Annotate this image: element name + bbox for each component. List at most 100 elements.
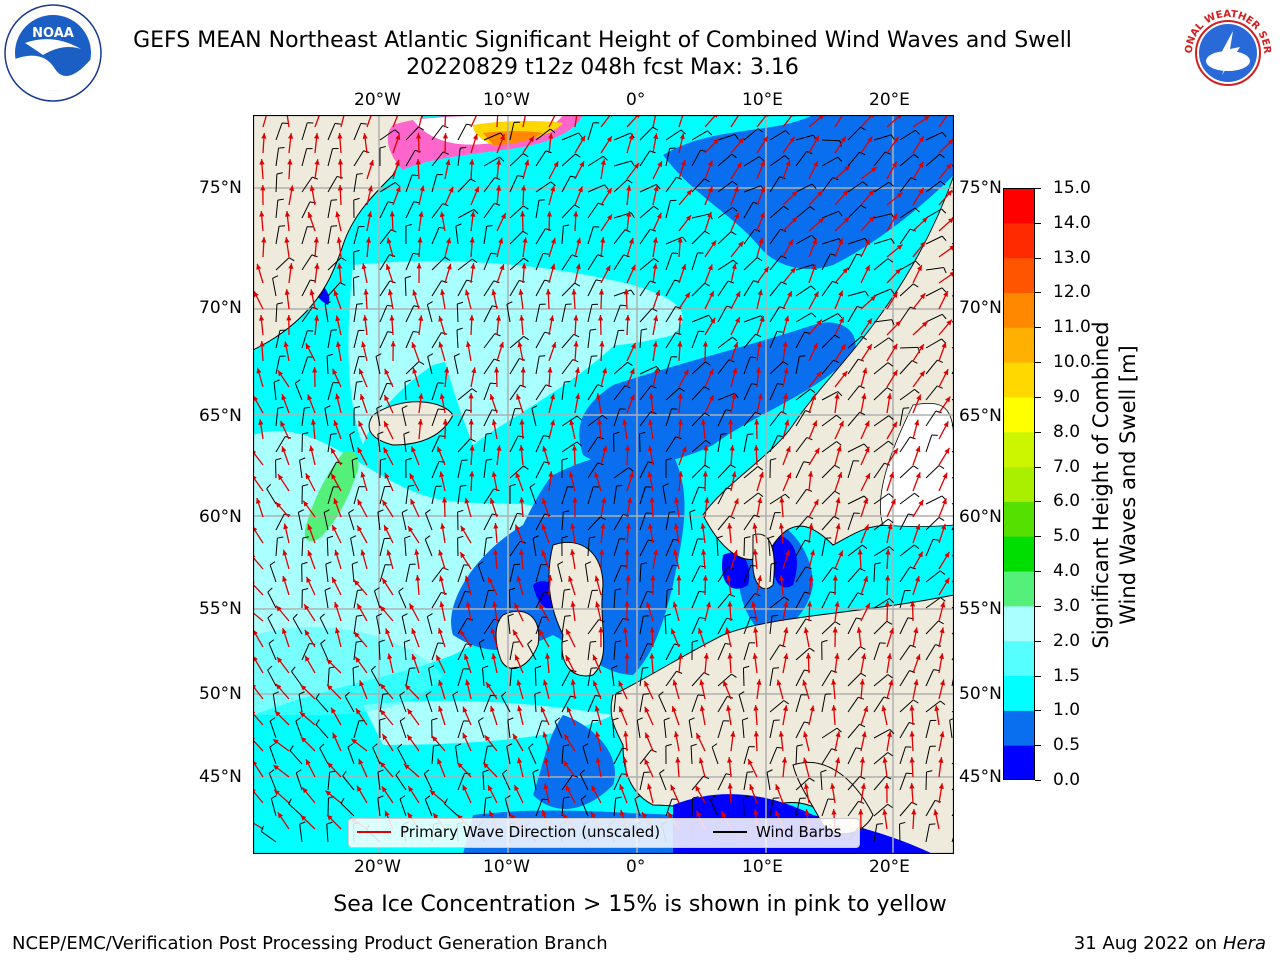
wave-direction-arrowhead: [566, 706, 572, 713]
wind-barb-flag: [890, 238, 895, 244]
wind-barb: [769, 720, 775, 739]
wind-barb-flag: [732, 180, 738, 186]
wind-barb: [899, 670, 910, 687]
wind-barb-flag: [836, 441, 842, 446]
wave-direction-arrowhead: [471, 367, 477, 374]
wave-direction-arrowhead: [753, 445, 759, 451]
wave-direction-arrowhead: [748, 759, 753, 766]
wind-barb: [743, 156, 760, 167]
wind-barb: [275, 148, 280, 167]
wind-barb-flag: [399, 691, 405, 696]
wave-direction-arrowhead: [277, 656, 283, 663]
wind-barb-flag: [344, 691, 350, 697]
wind-barb-flag: [431, 717, 438, 721]
wind-barb-flag: [776, 746, 783, 749]
wind-barb: [847, 617, 857, 635]
wind-barb-flag: [486, 458, 493, 461]
wind-barb-flag: [424, 795, 431, 800]
wind-barb: [613, 538, 620, 557]
wind-barb-flag: [888, 415, 894, 420]
wave-direction-arrowhead: [677, 653, 683, 659]
wind-barb-flag: [404, 379, 411, 383]
wind-barb: [483, 226, 488, 245]
wind-barb-flag: [516, 512, 523, 515]
wind-barb-flag: [941, 208, 947, 214]
wind-barb: [743, 257, 758, 271]
wind-barb-flag: [301, 561, 308, 565]
wind-barb-flag: [833, 359, 840, 364]
wave-direction-arrowhead: [623, 731, 629, 737]
wind-barb: [327, 330, 332, 349]
wind-barb-flag: [862, 544, 868, 550]
wave-direction-arrowhead: [438, 705, 444, 712]
wind-barb: [457, 178, 471, 193]
wind-barb-flag: [376, 405, 383, 409]
wind-barb-flag: [424, 535, 431, 540]
wind-barb: [665, 148, 671, 167]
wave-direction-arrowhead: [599, 549, 605, 555]
wave-direction-arrowhead: [300, 736, 307, 743]
wind-barb-flag: [943, 267, 947, 274]
wind-barb: [272, 694, 277, 713]
wind-barb: [769, 596, 785, 609]
wind-barb: [405, 361, 420, 375]
wind-barb: [613, 229, 626, 245]
wave-direction-arrowhead: [326, 659, 333, 665]
wave-direction-arrowhead: [575, 393, 581, 400]
wave-direction-arrowhead: [521, 263, 527, 269]
wind-barb: [795, 331, 805, 349]
wind-barb: [873, 213, 892, 219]
wave-direction-arrowhead: [258, 315, 265, 321]
wind-barb: [925, 620, 939, 635]
wind-barb: [795, 461, 805, 479]
wind-barb: [743, 185, 762, 193]
wave-direction-arrowhead: [550, 263, 556, 270]
lon-label-bottom-20e: 20°E: [869, 857, 910, 877]
wind-barb: [478, 642, 485, 661]
wave-direction-arrowhead: [885, 549, 891, 555]
wind-barb: [795, 388, 811, 401]
wind-barb: [925, 208, 942, 219]
wind-barb-flag: [268, 769, 275, 774]
wind-barb: [535, 720, 543, 739]
wave-direction-arrowhead: [367, 185, 373, 192]
wind-barb: [535, 228, 546, 245]
wind-barb: [717, 720, 724, 739]
wind-barb-flag: [680, 129, 686, 135]
wind-barb: [613, 179, 628, 193]
wave-direction-arrowhead: [856, 627, 862, 633]
wind-barb: [349, 434, 355, 453]
wave-direction-arrowhead: [379, 761, 386, 768]
wave-direction-arrowhead: [933, 809, 939, 816]
wave-direction-arrowhead: [277, 370, 284, 377]
wind-barb-flag: [304, 406, 311, 409]
wave-direction-arrowhead: [335, 315, 341, 322]
wind-barb-flag: [266, 483, 272, 489]
wind-barb: [795, 183, 813, 193]
wave-direction-arrowhead: [702, 341, 709, 347]
colorbar-tick-label: 9.0: [1053, 386, 1081, 407]
wave-direction-arrowhead: [598, 289, 605, 295]
wave-direction-arrowhead: [864, 420, 870, 427]
wind-barb-flag: [716, 535, 723, 539]
wind-barb-flag: [772, 667, 780, 669]
wind-barb: [301, 356, 309, 375]
wave-direction-arrowhead: [332, 577, 337, 584]
wave-direction-arrowhead: [625, 315, 631, 321]
wind-barb: [509, 668, 513, 687]
wind-barb-flag: [859, 646, 866, 650]
wind-barb-flag: [523, 257, 529, 262]
wave-direction-arrowhead: [943, 421, 949, 428]
wind-barb: [431, 332, 442, 349]
wind-barb-flag: [821, 639, 828, 643]
wave-direction-arrowhead: [840, 136, 846, 143]
wave-direction-arrowhead: [836, 445, 842, 452]
wind-barb-flag: [370, 665, 376, 671]
wave-direction-arrowhead: [729, 445, 735, 451]
wind-barb-flag: [380, 458, 387, 461]
wind-barb-flag: [704, 464, 711, 469]
wind-barb: [821, 210, 839, 219]
wave-direction-arrowhead: [512, 629, 518, 636]
wave-direction-arrowhead: [357, 603, 363, 610]
footer-date: 31 Aug 2022 on Hera: [1074, 933, 1266, 954]
